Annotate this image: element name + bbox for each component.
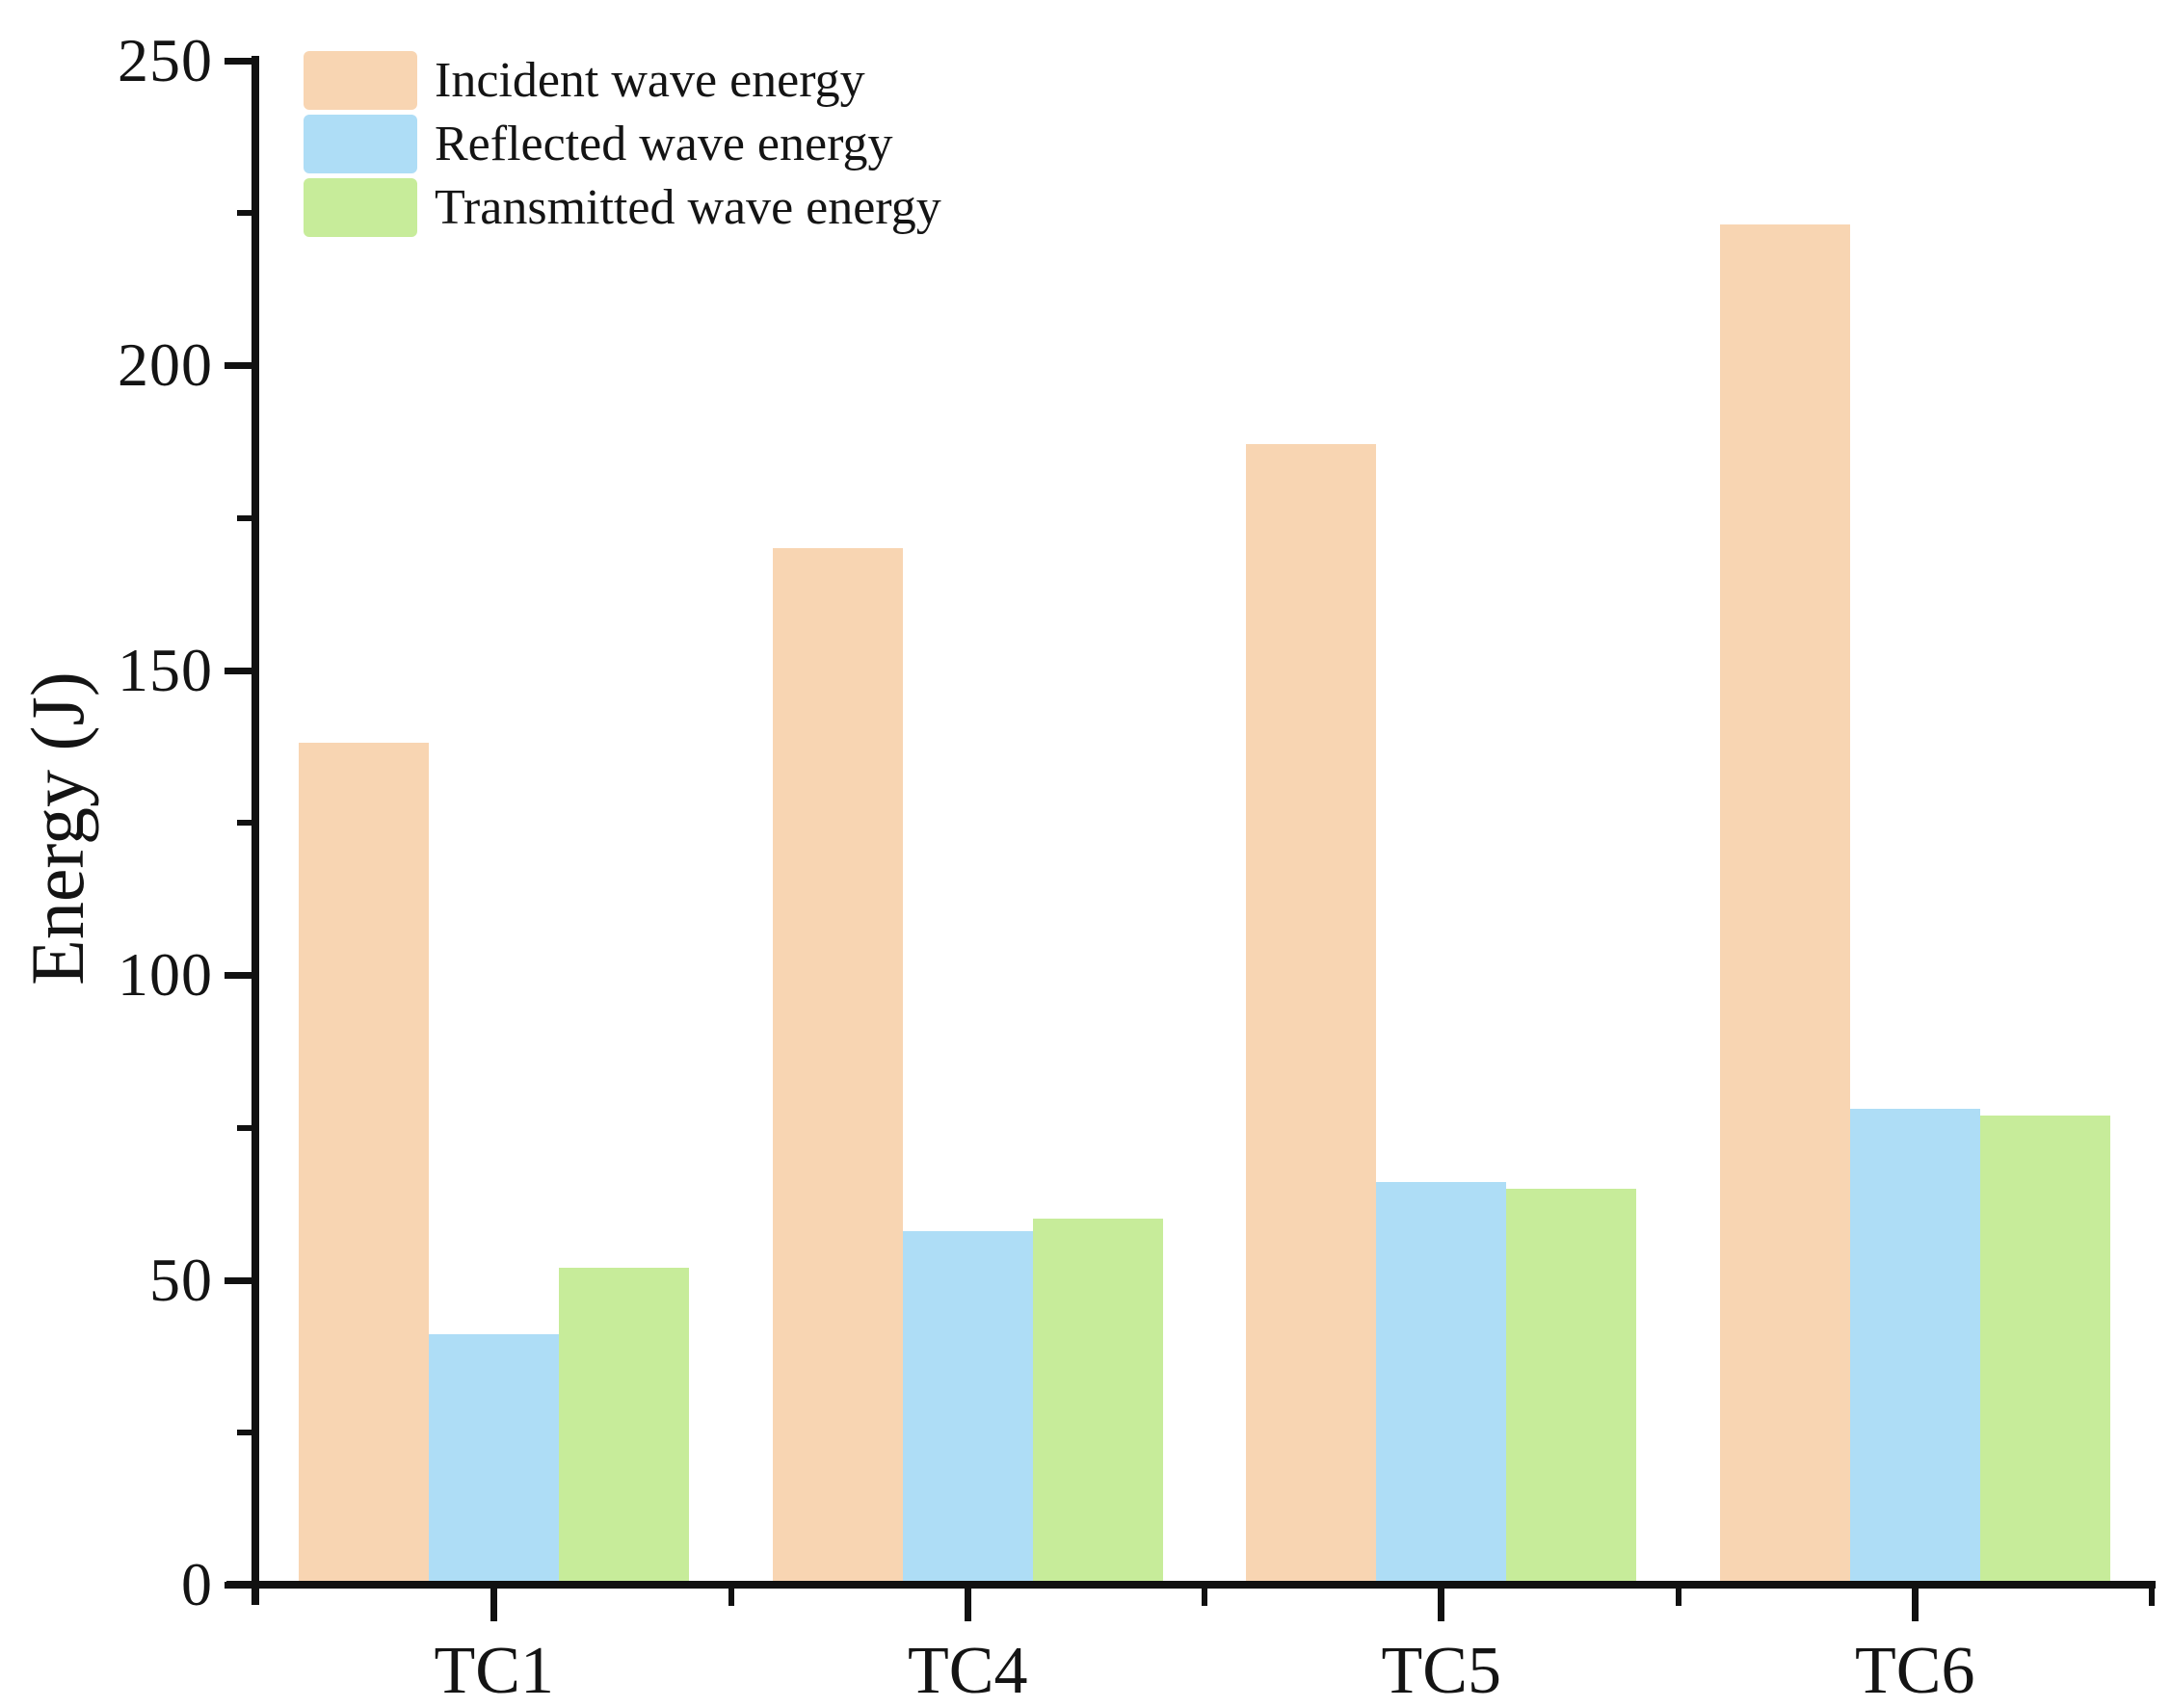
bar-reflected-tc6 [1849,1109,1980,1585]
x-tick-label-tc1: TC1 [434,1634,554,1708]
y-tick-label-50: 50 [149,1245,213,1314]
x-axis [226,1581,2156,1589]
bar-incident-tc6 [1719,224,1850,1585]
bar-transmitted-tc5 [1506,1188,1637,1585]
y-major-tick-150 [225,667,252,674]
y-axis-title: Energy (J) [15,671,99,985]
legend-swatch-reflected [304,115,417,173]
x-major-tick-tc6 [1911,1589,1919,1621]
bar-reflected-tc5 [1376,1182,1507,1585]
y-tick-label-250: 250 [118,25,213,94]
x-minor-tick-1 [1202,1589,1207,1606]
y-tick-label-0: 0 [181,1550,213,1618]
bar-incident-tc4 [772,547,903,1585]
bar-transmitted-tc4 [1032,1219,1163,1585]
x-minor-tick-3 [2149,1589,2155,1606]
y-major-tick-200 [225,362,252,369]
y-axis [252,56,259,1605]
legend-label-reflected: Reflected wave energy [435,116,893,171]
legend-label-transmitted: Transmitted wave energy [435,179,941,235]
x-minor-tick-0 [728,1589,734,1606]
bar-transmitted-tc1 [559,1267,690,1585]
bar-incident-tc1 [299,743,430,1585]
x-major-tick-tc4 [964,1589,971,1621]
y-minor-tick-125 [237,820,252,827]
x-minor-tick-2 [1675,1589,1681,1606]
y-major-tick-50 [225,1276,252,1284]
y-tick-label-200: 200 [118,330,213,399]
bar-transmitted-tc6 [1979,1115,2110,1585]
bar-reflected-tc1 [429,1334,560,1585]
x-major-tick-tc1 [490,1589,498,1621]
x-tick-label-tc5: TC5 [1381,1634,1501,1708]
x-tick-label-tc6: TC6 [1855,1634,1975,1708]
y-minor-tick-25 [237,1430,252,1436]
bar-reflected-tc4 [902,1230,1033,1585]
y-major-tick-100 [225,972,252,979]
x-major-tick-tc5 [1438,1589,1445,1621]
legend-item-transmitted: Transmitted wave energy [304,177,941,238]
y-minor-tick-175 [237,514,252,521]
y-tick-label-100: 100 [118,940,213,1009]
y-minor-tick-75 [237,1124,252,1131]
legend-swatch-incident [304,51,417,110]
y-tick-label-150: 150 [118,635,213,704]
y-major-tick-0 [225,1582,252,1589]
y-major-tick-250 [225,57,252,65]
legend-swatch-transmitted [304,178,417,237]
legend-label-incident: Incident wave energy [435,52,865,108]
bar-incident-tc5 [1246,444,1377,1585]
y-minor-tick-225 [237,210,252,217]
legend: Incident wave energy Reflected wave energ… [304,50,941,238]
x-tick-label-tc4: TC4 [908,1634,1028,1708]
legend-item-reflected: Reflected wave energy [304,114,941,174]
legend-item-incident: Incident wave energy [304,50,941,111]
